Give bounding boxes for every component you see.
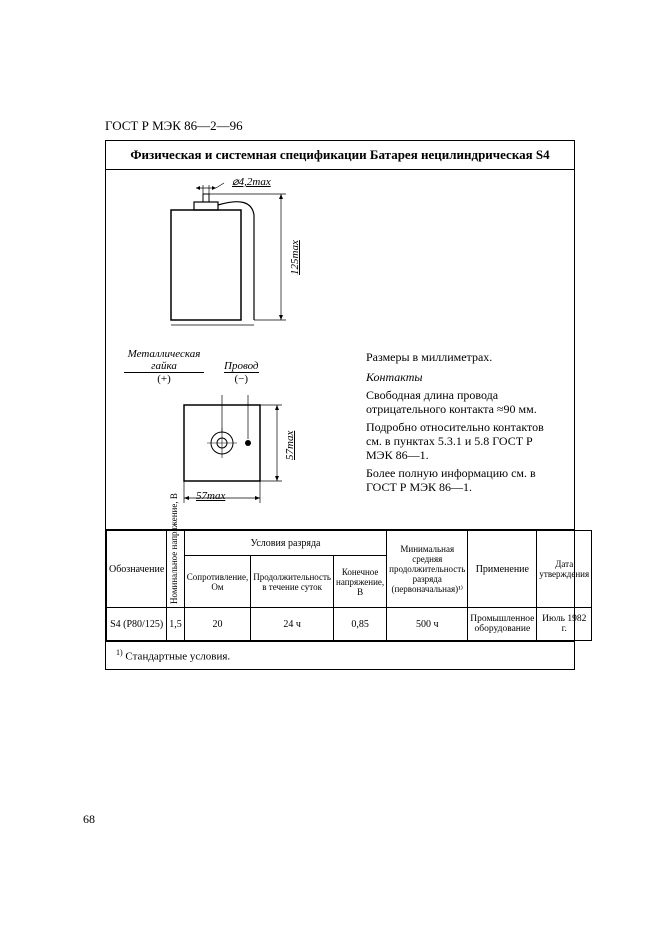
label-nut: Металлическая гайка <box>124 348 204 373</box>
drawing-area: ⌀4,2max 125max <box>106 170 574 530</box>
h-nominal-v: Номинальное напряжение, В <box>169 534 179 604</box>
footnote-marker: 1) <box>116 648 123 657</box>
cell-application: Промышленное оборудование <box>468 608 537 641</box>
page-number: 68 <box>83 812 95 827</box>
h-duration: Продолжительность в течение суток <box>251 556 334 608</box>
h-date: Дата утверждения <box>537 531 592 608</box>
page-content: ГОСТ Р МЭК 86—2—96 Физическая и системна… <box>105 118 575 670</box>
side-line2: Подробно относительно контактов см. в пу… <box>366 420 561 463</box>
h-min-duration: Минимальная средняя продолжительность ра… <box>387 531 468 608</box>
contacts-heading: Контакты <box>366 370 561 384</box>
cell-duration: 24 ч <box>251 608 334 641</box>
h-resistance: Сопротивление, Ом <box>184 556 250 608</box>
plan-drawing <box>166 395 336 525</box>
label-wire-block: Провод (−) <box>224 360 259 385</box>
label-wire: Провод <box>224 360 259 373</box>
cell-designation: S4 (P80/125) <box>107 608 167 641</box>
label-wire-sign: (−) <box>224 373 259 385</box>
units-line: Размеры в миллиметрах. <box>366 350 561 364</box>
h-discharge: Условия разряда <box>184 531 386 556</box>
side-line1: Свободная длина провода отрицательного к… <box>366 388 561 417</box>
footnote: 1) Стандартные условия. <box>106 641 574 669</box>
footnote-text: Стандартные условия. <box>125 651 230 663</box>
side-text: Размеры в миллиметрах. Контакты Свободна… <box>366 350 561 498</box>
spec-title: Физическая и системная спецификации Бата… <box>106 141 574 170</box>
cell-date: Июль 1982 г. <box>537 608 592 641</box>
dim-diameter: ⌀4,2max <box>232 175 271 188</box>
h-designation: Обозначение <box>107 531 167 608</box>
side-line3: Более полную информацию см. в ГОСТ Р МЭК… <box>366 466 561 495</box>
document-header: ГОСТ Р МЭК 86—2—96 <box>105 118 575 134</box>
cell-nominal-v: 1,5 <box>167 608 185 641</box>
label-nut-sign: (+) <box>124 373 204 385</box>
h-application: Применение <box>468 531 537 608</box>
outer-frame: Физическая и системная спецификации Бата… <box>105 140 575 670</box>
dim-plan-width: 57max <box>196 490 225 502</box>
dim-height: 125max <box>289 240 301 275</box>
cell-end-v: 0,85 <box>334 608 387 641</box>
table-header-row: Обозначение Номинальное напряжение, В Ус… <box>107 531 592 556</box>
cell-min-duration: 500 ч <box>387 608 468 641</box>
cell-resistance: 20 <box>184 608 250 641</box>
h-end-v: Конечное напряжение, В <box>334 556 387 608</box>
label-nut-block: Металлическая гайка (+) <box>124 348 204 385</box>
dim-plan-height: 57max <box>284 431 296 460</box>
table-row: S4 (P80/125) 1,5 20 24 ч 0,85 500 ч Пром… <box>107 608 592 641</box>
spec-table: Обозначение Номинальное напряжение, В Ус… <box>106 530 592 641</box>
